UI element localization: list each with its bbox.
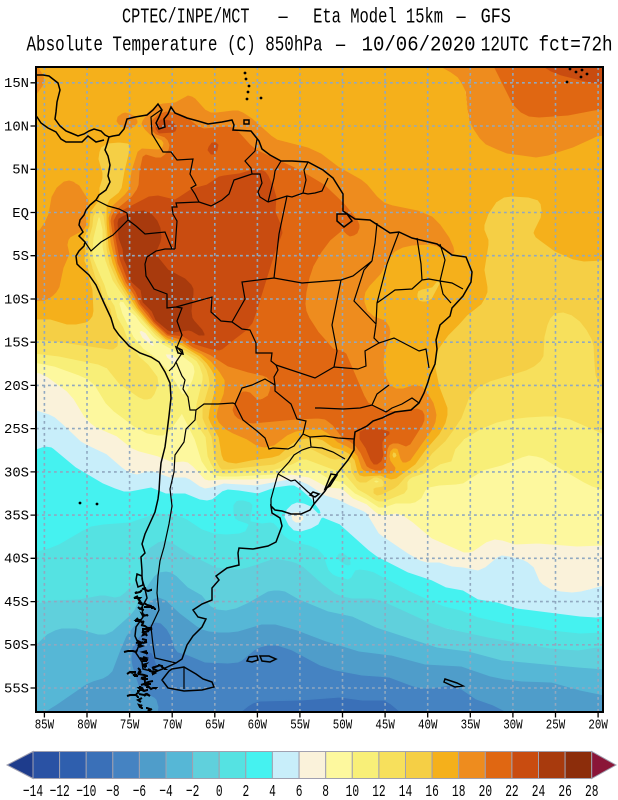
svg-text:26: 26 [558, 783, 571, 800]
svg-text:40S: 40S [4, 553, 29, 568]
svg-text:16: 16 [425, 783, 438, 800]
svg-text:20W: 20W [588, 717, 608, 732]
svg-text:EQ: EQ [12, 207, 29, 222]
svg-text:50S: 50S [4, 639, 29, 654]
svg-text:−12: −12 [50, 783, 70, 800]
svg-text:Absolute Temperature (C) 850hP: Absolute Temperature (C) 850hPa [27, 32, 323, 57]
svg-text:24: 24 [532, 783, 545, 800]
svg-text:—: — [335, 33, 346, 57]
svg-text:15N: 15N [4, 77, 29, 92]
svg-text:−2: −2 [186, 783, 199, 800]
svg-text:5N: 5N [12, 164, 29, 179]
svg-text:10N: 10N [4, 121, 29, 136]
svg-text:10: 10 [346, 783, 359, 800]
svg-text:−6: −6 [133, 783, 146, 800]
svg-text:60W: 60W [248, 717, 268, 732]
svg-text:12: 12 [372, 783, 385, 800]
svg-text:14: 14 [399, 783, 412, 800]
svg-text:GFS: GFS [481, 5, 511, 29]
svg-text:18: 18 [452, 783, 465, 800]
svg-text:6: 6 [296, 783, 303, 800]
svg-text:−14: −14 [23, 783, 43, 800]
svg-text:75W: 75W [120, 717, 140, 732]
svg-text:45S: 45S [4, 596, 29, 611]
svg-text:55W: 55W [290, 717, 310, 732]
svg-text:40W: 40W [418, 717, 438, 732]
svg-text:65W: 65W [205, 717, 225, 732]
svg-text:85W: 85W [35, 717, 55, 732]
svg-text:−8: −8 [106, 783, 119, 800]
svg-text:10/06/2020: 10/06/2020 [362, 34, 476, 58]
svg-text:30S: 30S [4, 466, 29, 481]
svg-text:—: — [278, 5, 289, 29]
svg-text:0: 0 [216, 783, 223, 800]
svg-text:−10: −10 [76, 783, 96, 800]
svg-text:—: — [456, 5, 467, 29]
svg-text:−4: −4 [159, 783, 172, 800]
svg-text:22: 22 [505, 783, 518, 800]
svg-text:55S: 55S [4, 683, 29, 698]
svg-text:35W: 35W [461, 717, 481, 732]
svg-text:80W: 80W [77, 717, 97, 732]
svg-text:35S: 35S [4, 510, 29, 525]
svg-text:70W: 70W [163, 717, 183, 732]
svg-text:fct=72h: fct=72h [539, 33, 613, 57]
svg-text:15S: 15S [4, 337, 29, 352]
svg-text:25W: 25W [546, 717, 566, 732]
svg-text:2: 2 [243, 783, 250, 800]
svg-text:45W: 45W [375, 717, 395, 732]
svg-text:5S: 5S [12, 250, 29, 265]
svg-text:8: 8 [322, 783, 329, 800]
svg-text:30W: 30W [503, 717, 523, 732]
svg-text:10S: 10S [4, 294, 29, 309]
svg-text:Eta Model 15km: Eta Model 15km [313, 6, 443, 30]
svg-text:50W: 50W [333, 717, 353, 732]
svg-text:12UTC: 12UTC [481, 32, 529, 57]
svg-text:20S: 20S [4, 380, 29, 395]
svg-text:28: 28 [585, 783, 598, 800]
svg-text:CPTEC/INPE/MCT: CPTEC/INPE/MCT [122, 5, 249, 29]
svg-text:20: 20 [479, 783, 492, 800]
svg-text:25S: 25S [4, 423, 29, 438]
svg-text:4: 4 [269, 783, 276, 800]
